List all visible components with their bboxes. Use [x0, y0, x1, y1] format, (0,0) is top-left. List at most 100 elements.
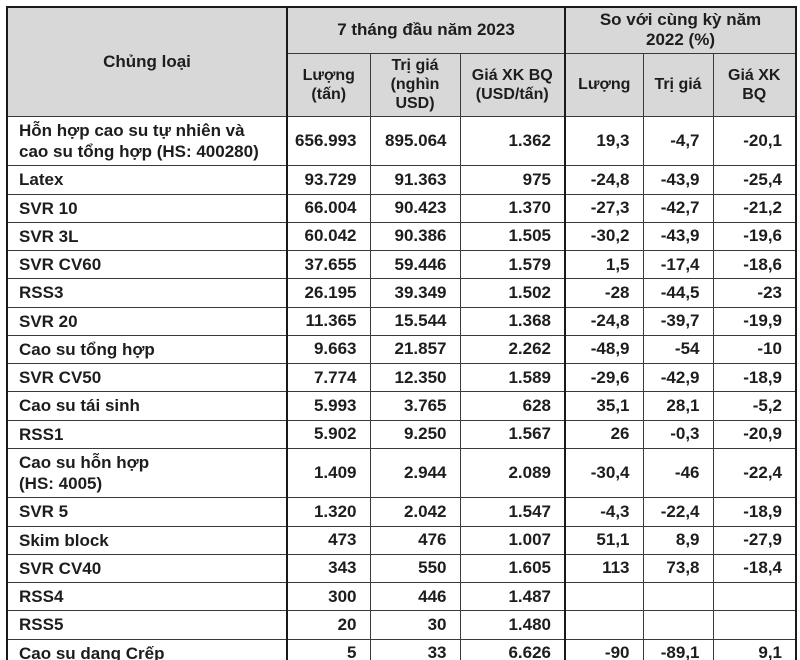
table-row: Cao su tổng hợp 9.663 21.857 2.262 -48,9 -54-… [6, 334, 797, 365]
row-value: -48,9 [564, 334, 644, 365]
row-value: 1.320 [286, 497, 371, 527]
table-row: SVR 5 1.320 2.042 1.547 -4,3 -22,4 -18,9 [6, 497, 797, 527]
row-value: -27,9 [712, 525, 797, 555]
row-value: -18,9 [712, 363, 797, 393]
row-value: -30,4 [564, 447, 644, 499]
row-value: -54 [642, 334, 714, 365]
table-row: SVR 20 11.365 15.544 1.368 -24,8 -39,7 -19,9 [6, 306, 797, 336]
row-label: Cao su dạng Crếp [6, 638, 288, 660]
row-value: -28 [564, 278, 644, 308]
row-value: 60.042 [286, 221, 371, 252]
column-header-quantity-yoy: Lượng [564, 52, 644, 117]
row-label: SVR CV40 [6, 553, 288, 584]
row-value: 66.004 [286, 193, 371, 223]
row-value: 1.409 [286, 447, 371, 499]
table-row: RSS1 5.902 9.250 1.567 26 -0,3 -20,9 [6, 419, 797, 449]
row-value: -39,7 [642, 306, 714, 336]
row-value: 26.195 [286, 278, 371, 308]
row-value: 473 [286, 525, 371, 555]
row-value: -24,8 [564, 306, 644, 336]
row-value: 30 [369, 610, 461, 640]
row-label: Latex [6, 165, 288, 195]
row-value: 1.368 [459, 306, 566, 336]
row-value: -19,9 [712, 306, 797, 336]
row-value: 1.480 [459, 610, 566, 640]
row-label: SVR 3L [6, 221, 288, 252]
row-value: 5.993 [286, 391, 371, 421]
row-value: -43,9 [642, 221, 714, 252]
row-value [642, 582, 714, 612]
column-group-yoy-2022: So với cùng kỳ năm 2022 (%) [564, 6, 797, 54]
row-value: 33 [369, 638, 461, 660]
row-value: -24,8 [564, 165, 644, 195]
row-label: Hỗn hợp cao su tự nhiên và cao su tổng h… [6, 115, 288, 167]
row-value [564, 582, 644, 612]
row-value: -21,2 [712, 193, 797, 223]
row-value: -46 [642, 447, 714, 499]
table-row: SVR CV40 343 550 1.605 113 73,8 -18,4 [6, 553, 797, 584]
row-value: -25,4 [712, 165, 797, 195]
row-value: 2.089 [459, 447, 566, 499]
row-label: RSS3 [6, 278, 288, 308]
row-value: 1.502 [459, 278, 566, 308]
row-value: 9,1 [712, 638, 797, 660]
table-row: Skim block 473 476 1.007 51,1 8,9 -27,9 [6, 525, 797, 555]
row-label: Cao su tái sinh [6, 391, 288, 421]
table-row: Cao su dạng Crếp 5 33 6.626 -90 -89,1 9,1 [6, 638, 797, 660]
row-value: -90 [564, 638, 644, 660]
row-value: -44,5 [642, 278, 714, 308]
row-value: 90.386 [369, 221, 461, 252]
row-value: 90.423 [369, 193, 461, 223]
column-header-avg-export-price: Giá XK BQ (USD/tấn) [459, 52, 566, 117]
row-value [712, 582, 797, 612]
row-value: 1.589 [459, 363, 566, 393]
row-value: 1.505 [459, 221, 566, 252]
row-value: 6.626 [459, 638, 566, 660]
row-value: -18,6 [712, 250, 797, 280]
row-value: 73,8 [642, 553, 714, 584]
row-value: 9.250 [369, 419, 461, 449]
row-value: 12.350 [369, 363, 461, 393]
table-row: RSS5 20 30 1.480 [6, 610, 797, 640]
row-value: -22,4 [642, 497, 714, 527]
column-group-2023: 7 tháng đầu năm 2023 [286, 6, 566, 54]
row-value: 1,5 [564, 250, 644, 280]
row-value: -0,3 [642, 419, 714, 449]
table-row: RSS3 26.195 39.349 1.502 -28 -44,5 -23 [6, 278, 797, 308]
row-value: 93.729 [286, 165, 371, 195]
row-value: -43,9 [642, 165, 714, 195]
row-value: 476 [369, 525, 461, 555]
row-value: -30,2 [564, 221, 644, 252]
row-value: 21.857 [369, 334, 461, 365]
row-value: 39.349 [369, 278, 461, 308]
header-sub-row: Lượng (tấn) Trị giá (nghìn USD) Giá XK B… [7, 52, 797, 117]
table-row: SVR CV60 37.655 59.446 1.579 1,5 -17,4 -18,6 [6, 250, 797, 280]
row-label: Cao su tổng hợp [6, 334, 288, 365]
table-header: Chủng loại 7 tháng đầu năm 2023 So với c… [6, 6, 797, 117]
row-value: 446 [369, 582, 461, 612]
row-label: SVR CV60 [6, 250, 288, 280]
row-label: SVR 20 [6, 306, 288, 336]
row-value: 1.567 [459, 419, 566, 449]
row-value: -89,1 [642, 638, 714, 660]
table-row: SVR 10 66.004 90.423 1.370 -27,3 -42,7 -21,2 [6, 193, 797, 223]
row-value: 1.487 [459, 582, 566, 612]
row-value: -19,6 [712, 221, 797, 252]
column-header-value-yoy: Trị giá [642, 52, 714, 117]
table-row: Hỗn hợp cao su tự nhiên và cao su tổng h… [6, 115, 797, 167]
row-value: 300 [286, 582, 371, 612]
row-label: RSS4 [6, 582, 288, 612]
table-row: Cao su tái sinh 5.993 3.765 628 35,1 28,1 -5,2 [6, 391, 797, 421]
row-value: 1.007 [459, 525, 566, 555]
row-value: 5.902 [286, 419, 371, 449]
row-value: -42,7 [642, 193, 714, 223]
row-value: 37.655 [286, 250, 371, 280]
row-value: 2.042 [369, 497, 461, 527]
row-value: -17,4 [642, 250, 714, 280]
row-value: 1.362 [459, 115, 566, 167]
column-header-quantity: Lượng (tấn) [286, 52, 371, 117]
table-row: SVR 3L 60.042 90.386 1.505 -30,2 -43,9 -19,6 [6, 221, 797, 252]
row-value: -20,1 [712, 115, 797, 167]
row-label: SVR 5 [6, 497, 288, 527]
header-group-row: Chủng loại 7 tháng đầu năm 2023 So với c… [6, 6, 797, 117]
